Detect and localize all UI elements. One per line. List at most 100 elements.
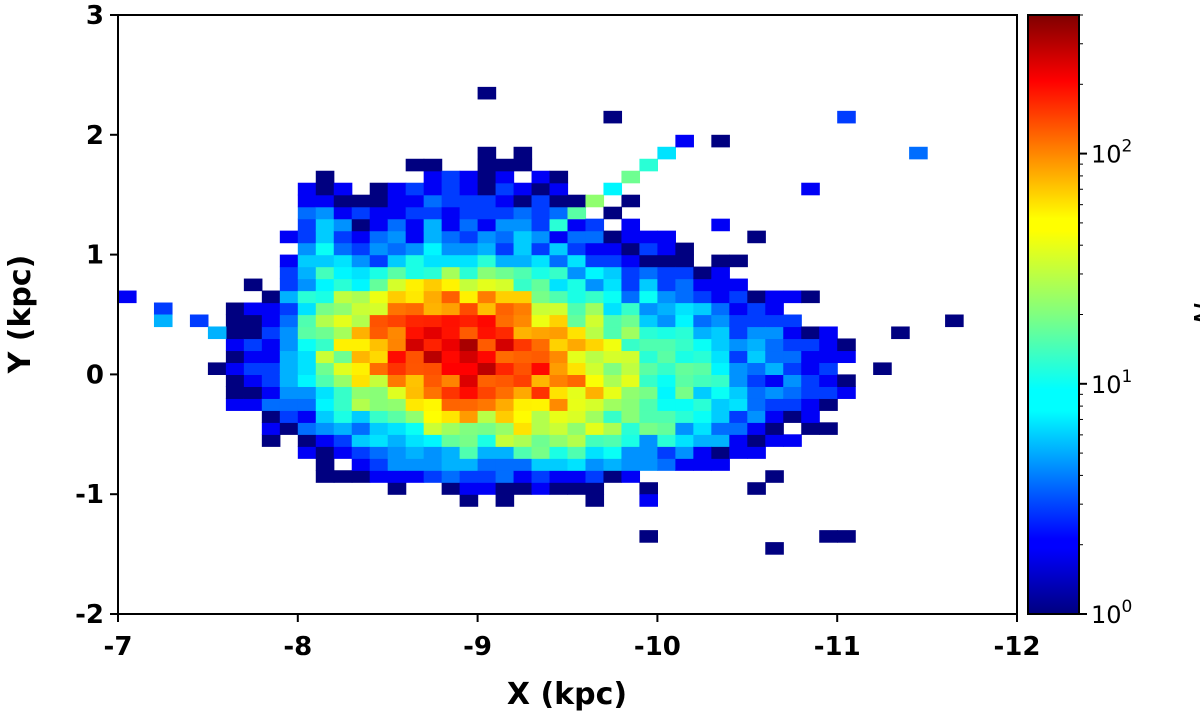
heatmap-cell [603, 302, 623, 316]
heatmap-cell [585, 326, 605, 340]
heatmap-cell [315, 362, 335, 375]
heatmap-cell [261, 362, 281, 375]
heatmap-cell [315, 314, 335, 328]
heatmap-cell [243, 278, 263, 292]
heatmap-cell [387, 326, 407, 340]
heatmap-cell [657, 302, 676, 316]
heatmap-cell [225, 398, 245, 411]
heatmap-cell [459, 314, 479, 328]
heatmap-cell [315, 422, 335, 435]
heatmap-cell [279, 266, 299, 280]
heatmap-cell [531, 470, 551, 483]
heatmap-cell [513, 470, 533, 483]
heatmap-cell [495, 470, 515, 483]
heatmap-cell [621, 302, 641, 316]
heatmap-cell [441, 254, 461, 268]
heatmap-cell [837, 350, 856, 364]
heatmap-cell [675, 446, 694, 459]
heatmap-cell [495, 362, 515, 375]
heatmap-cell [459, 266, 479, 280]
y-tick-label: -2 [75, 600, 104, 630]
heatmap-cell [243, 398, 263, 411]
heatmap-cell [423, 254, 443, 268]
heatmap-cell [747, 398, 766, 411]
heatmap-cell [297, 290, 317, 304]
heatmap-cell [639, 398, 658, 411]
heatmap-cell [567, 434, 587, 447]
heatmap-cell [477, 458, 497, 471]
heatmap-cell [585, 242, 605, 256]
heatmap-cell [495, 278, 515, 292]
heatmap-cell [657, 254, 676, 268]
heatmap-cell [675, 422, 694, 435]
heatmap-cell [279, 278, 299, 292]
heatmap-cell [747, 230, 766, 244]
heatmap-cell [423, 374, 443, 387]
heatmap-cell [261, 422, 281, 435]
heatmap-cell [531, 314, 551, 328]
heatmap-cell [765, 542, 784, 555]
heatmap-cell [639, 242, 658, 256]
heatmap-cell [477, 266, 497, 280]
heatmap-cell [531, 278, 551, 292]
heatmap-cell [639, 410, 658, 423]
heatmap-cell [423, 338, 443, 352]
heatmap-cell [369, 266, 389, 280]
heatmap-cell [297, 206, 317, 220]
heatmap-cell [549, 326, 569, 340]
heatmap-cell [801, 422, 820, 435]
heatmap-cell [495, 218, 515, 232]
heatmap-cell [333, 242, 353, 256]
heatmap-cell [261, 410, 281, 423]
heatmap-cell [567, 290, 587, 304]
heatmap-cell [351, 398, 371, 411]
heatmap-cell [621, 290, 641, 304]
heatmap-cell [693, 446, 712, 459]
heatmap-cell [333, 206, 353, 220]
heatmap-cell [657, 458, 676, 471]
heatmap-cell [513, 266, 533, 280]
heatmap-cell [441, 386, 461, 399]
heatmap-cell [477, 146, 497, 160]
heatmap-cell [567, 218, 587, 232]
heatmap-cell [207, 326, 227, 340]
heatmap-cell [423, 446, 443, 459]
heatmap-cell [549, 410, 569, 423]
heatmap-cell [297, 398, 317, 411]
heatmap-cell [603, 434, 623, 447]
heatmap-cell [297, 410, 317, 423]
heatmap-cell [747, 350, 766, 364]
heatmap-cell [567, 326, 587, 340]
heatmap-cell [333, 302, 353, 316]
heatmap-cell [495, 170, 515, 184]
heatmap-cell [783, 362, 802, 375]
heatmap-cell [711, 314, 730, 328]
heatmap-cell [405, 314, 425, 328]
heatmap-cell [351, 446, 371, 459]
heatmap-cell [369, 422, 389, 435]
heatmap-cell [387, 218, 407, 232]
heatmap-cell [621, 362, 641, 375]
heatmap-cell [549, 242, 569, 256]
heatmap-cell [513, 230, 533, 244]
heatmap-cell [387, 398, 407, 411]
heatmap-cell [567, 470, 587, 483]
heatmap-cell [675, 326, 694, 340]
heatmap-cell [189, 314, 209, 328]
heatmap-cell [477, 470, 497, 483]
heatmap-cell [603, 290, 623, 304]
heatmap-cell [783, 410, 802, 423]
heatmap-cell [819, 398, 838, 411]
heatmap-cell [603, 254, 623, 268]
heatmap-cell [477, 434, 497, 447]
heatmap-cell [261, 434, 281, 447]
heatmap-cell [495, 242, 515, 256]
heatmap-cell [693, 386, 712, 399]
heatmap-cell [459, 338, 479, 352]
heatmap-cell [333, 182, 353, 196]
heatmap-cell [729, 254, 748, 268]
heatmap-cell [351, 422, 371, 435]
heatmap-cell [279, 422, 299, 435]
colorbar-tick-label: 100 [1091, 597, 1132, 629]
heatmap-cell [603, 314, 623, 328]
